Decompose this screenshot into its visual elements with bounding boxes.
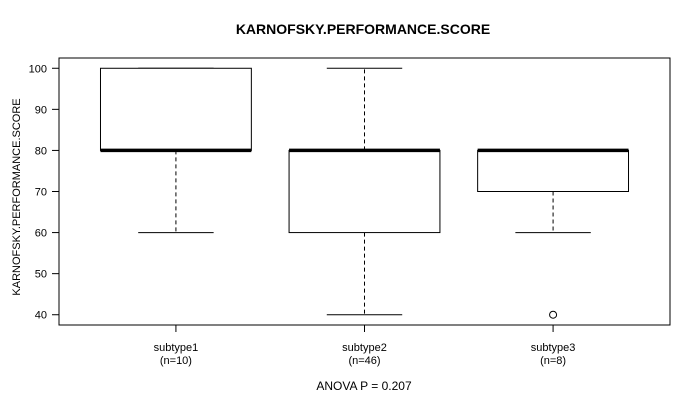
y-tick-label: 40: [35, 310, 47, 322]
chart-title: KARNOFSKY.PERFORMANCE.SCORE: [236, 21, 490, 37]
iqr-box: [477, 149, 630, 193]
x-category-label: subtype3: [531, 342, 576, 354]
x-category-sublabel: (n=10): [160, 355, 192, 367]
y-tick-label: 100: [29, 63, 47, 75]
iqr-box: [99, 67, 252, 151]
y-tick-label: 80: [35, 145, 47, 157]
y-axis-label: KARNOFSKY.PERFORMANCE.SCORE: [11, 98, 23, 295]
x-category-label: subtype2: [342, 342, 387, 354]
y-tick-label: 50: [35, 269, 47, 281]
y-tick-label: 70: [35, 187, 47, 199]
anova-annotation: ANOVA P = 0.207: [316, 379, 412, 393]
x-category-sublabel: (n=8): [540, 355, 566, 367]
x-category-label: subtype1: [154, 342, 199, 354]
outlier-point: [549, 310, 558, 319]
iqr-box: [288, 149, 441, 234]
y-tick-label: 60: [35, 228, 47, 240]
x-category-sublabel: (n=46): [348, 355, 380, 367]
plot-area: 405060708090100subtype1(n=10)subtype2(n=…: [29, 57, 671, 367]
y-tick-label: 90: [35, 104, 47, 116]
